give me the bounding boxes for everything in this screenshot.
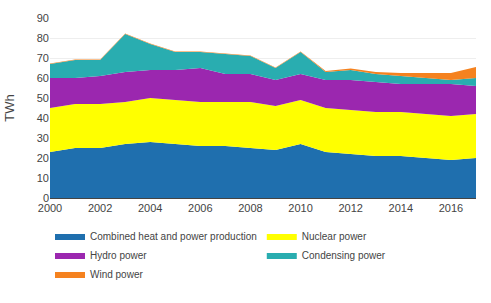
svg-text:Condensing power: Condensing power bbox=[302, 250, 386, 261]
svg-text:70: 70 bbox=[37, 52, 49, 64]
svg-text:2014: 2014 bbox=[389, 202, 413, 214]
svg-text:40: 40 bbox=[37, 112, 49, 124]
svg-text:90: 90 bbox=[37, 12, 49, 24]
svg-text:Hydro power: Hydro power bbox=[90, 250, 147, 261]
svg-text:2004: 2004 bbox=[138, 202, 162, 214]
svg-text:2010: 2010 bbox=[288, 202, 312, 214]
svg-text:TWh: TWh bbox=[2, 94, 17, 121]
svg-text:Nuclear power: Nuclear power bbox=[302, 231, 367, 242]
svg-text:2006: 2006 bbox=[188, 202, 212, 214]
svg-text:2008: 2008 bbox=[238, 202, 262, 214]
svg-text:Wind power: Wind power bbox=[90, 269, 143, 280]
svg-text:60: 60 bbox=[37, 72, 49, 84]
svg-text:Combined heat and power produc: Combined heat and power production bbox=[90, 231, 257, 242]
svg-text:20: 20 bbox=[37, 152, 49, 164]
svg-text:2016: 2016 bbox=[439, 202, 463, 214]
svg-text:2000: 2000 bbox=[38, 202, 62, 214]
svg-text:80: 80 bbox=[37, 32, 49, 44]
svg-text:0: 0 bbox=[43, 192, 49, 204]
svg-text:2002: 2002 bbox=[88, 202, 112, 214]
svg-text:50: 50 bbox=[37, 92, 49, 104]
svg-text:30: 30 bbox=[37, 132, 49, 144]
svg-text:2012: 2012 bbox=[338, 202, 362, 214]
svg-text:10: 10 bbox=[37, 172, 49, 184]
